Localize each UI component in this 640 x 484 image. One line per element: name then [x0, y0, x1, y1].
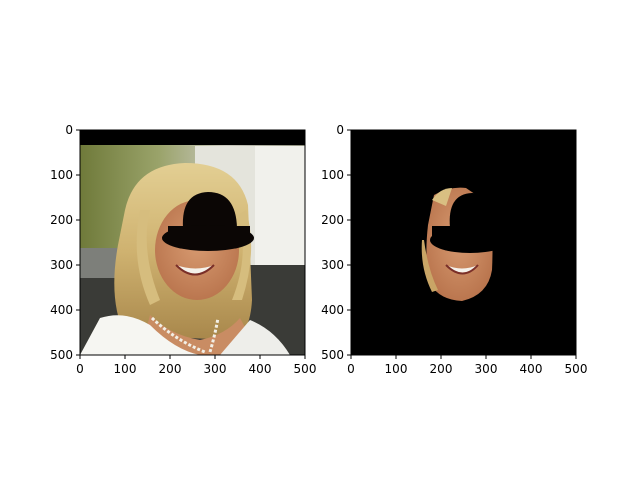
ytick-label-right-1: 100	[321, 168, 344, 182]
ytick-label-left-0: 0	[65, 123, 73, 137]
xtick-label-right-3: 300	[475, 362, 498, 376]
xtick-label-left-4: 400	[249, 362, 272, 376]
ytick-label-right-3: 300	[321, 258, 344, 272]
necklace	[150, 316, 206, 354]
xtick-label-right-2: 200	[430, 362, 453, 376]
ytick-label-left-4: 400	[50, 303, 73, 317]
xtick-label-left-0: 0	[76, 362, 84, 376]
xtick-label-left-1: 100	[114, 362, 137, 376]
ytick-label-left-2: 200	[50, 213, 73, 227]
xtick-label-right-1: 100	[385, 362, 408, 376]
ytick-label-left-3: 300	[50, 258, 73, 272]
image-right	[351, 130, 576, 355]
xtick-label-right-4: 400	[520, 362, 543, 376]
hat-mask-left	[162, 192, 254, 251]
xtick-label-left-3: 300	[204, 362, 227, 376]
ytick-label-right-2: 200	[321, 213, 344, 227]
xtick-label-right-5: 500	[565, 362, 588, 376]
ytick-label-right-0: 0	[336, 123, 344, 137]
ytick-label-left-1: 100	[50, 168, 73, 182]
image-left	[80, 130, 305, 355]
xtick-label-right-0: 0	[347, 362, 355, 376]
ytick-label-right-4: 400	[321, 303, 344, 317]
xtick-label-left-5: 500	[294, 362, 317, 376]
axes-frame-left	[79, 129, 306, 356]
hat-mask-right	[430, 193, 510, 253]
ytick-label-left-5: 500	[50, 348, 73, 362]
axes-frame-right	[350, 129, 577, 356]
white-top	[80, 315, 200, 355]
xtick-label-left-2: 200	[159, 362, 182, 376]
top-band-mask	[80, 130, 305, 145]
ytick-label-right-5: 500	[321, 348, 344, 362]
